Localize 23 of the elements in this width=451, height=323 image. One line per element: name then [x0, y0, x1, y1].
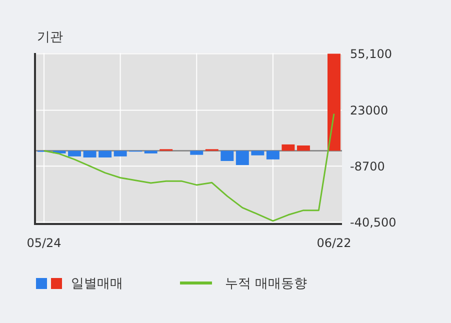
bar [296, 145, 310, 151]
bar [83, 150, 96, 158]
x-tick-label: 06/22 [316, 236, 352, 250]
y-tick-label: -8700 [350, 159, 385, 174]
bar [266, 150, 280, 160]
bar [328, 54, 340, 151]
bar [236, 150, 249, 166]
bar [282, 144, 295, 151]
chart-title: 기관 [37, 30, 63, 45]
bar [220, 150, 234, 161]
y-tick-label: -40,500 [350, 215, 396, 230]
bar [98, 150, 112, 158]
x-tick-label: 05/24 [26, 236, 62, 250]
bar [68, 150, 82, 156]
legend-label: 누적 매매동향 [225, 276, 308, 292]
bar [190, 150, 204, 155]
y-tick-label: 55,100 [350, 46, 392, 61]
line-series [43, 113, 335, 222]
bar [251, 150, 264, 156]
legend-label: 일별매매 [71, 276, 123, 292]
bar [114, 150, 127, 156]
y-tick-label: 23000 [350, 103, 388, 118]
bar [144, 150, 158, 154]
